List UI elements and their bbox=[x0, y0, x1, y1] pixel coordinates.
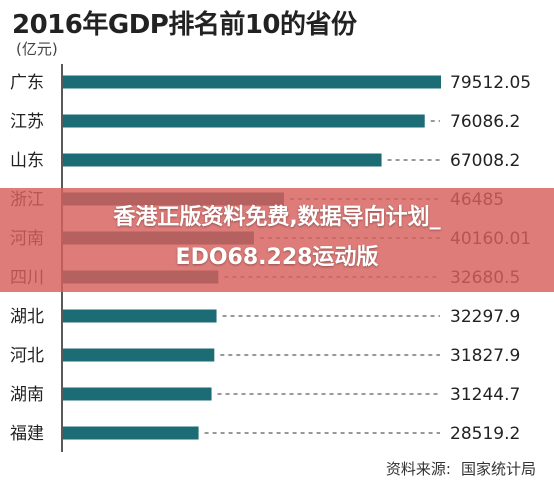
bar-山东 bbox=[63, 153, 382, 167]
category-label: 湖北 bbox=[10, 307, 44, 327]
category-label: 河北 bbox=[10, 346, 44, 366]
value-label: 79512.05 bbox=[450, 73, 531, 93]
overlay-line-2: EDO68.228运动版 bbox=[175, 245, 379, 270]
category-label: 湖南 bbox=[10, 385, 44, 405]
unit-label: (亿元) bbox=[16, 40, 58, 58]
category-label: 广东 bbox=[10, 73, 44, 93]
overlay-text: 香港正版资料免费,数据导向计划_ EDO68.228运动版 bbox=[0, 198, 554, 278]
bar-广东 bbox=[63, 75, 441, 89]
value-label: 67008.2 bbox=[450, 151, 520, 171]
category-label: 山东 bbox=[10, 151, 44, 171]
value-label: 28519.2 bbox=[450, 424, 520, 444]
overlay-line-1: 香港正版资料免费,数据导向计划_ bbox=[113, 205, 441, 230]
category-label: 福建 bbox=[10, 424, 44, 444]
value-label: 31827.9 bbox=[450, 346, 520, 366]
source-name: 国家统计局 bbox=[460, 460, 536, 478]
overlay-banner bbox=[0, 188, 554, 292]
source-label: 资料来源: bbox=[385, 460, 451, 478]
bar-江苏 bbox=[63, 114, 425, 128]
value-label: 32297.9 bbox=[450, 307, 520, 327]
source-note: 资料来源: 国家统计局 bbox=[386, 458, 536, 479]
bar-福建 bbox=[63, 426, 199, 440]
chart-title: 2016年GDP排名前10的省份 bbox=[12, 10, 357, 40]
bar-湖北 bbox=[63, 309, 217, 323]
category-label: 江苏 bbox=[10, 112, 44, 132]
bar-湖南 bbox=[63, 387, 212, 401]
bar-河北 bbox=[63, 348, 215, 362]
value-label: 31244.7 bbox=[450, 385, 520, 405]
value-label: 76086.2 bbox=[450, 112, 520, 132]
